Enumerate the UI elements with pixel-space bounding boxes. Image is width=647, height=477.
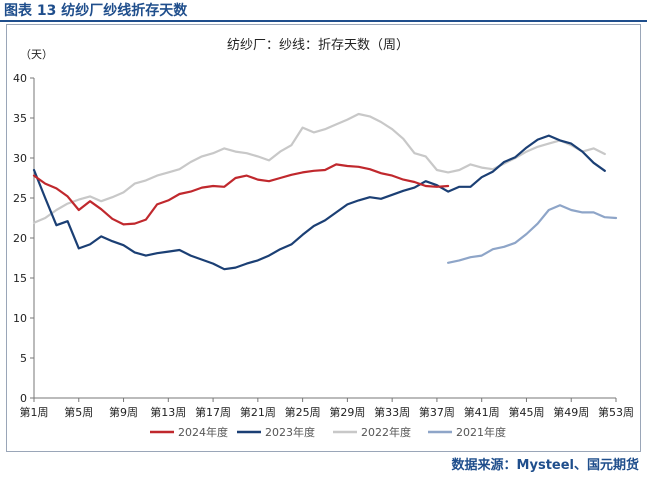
x-tick-label: 第33周 xyxy=(374,405,410,419)
x-tick-group: 第1周 第5周 第9周 第13周 第17周 第21周 第25周 第29周 第33周 第37周 第41… xyxy=(20,398,634,419)
y-tick-label: 20 xyxy=(13,232,27,245)
x-tick-label: 第5周 xyxy=(64,405,93,419)
legend-label: 2022年度 xyxy=(361,425,411,439)
x-tick-label: 第45周 xyxy=(508,405,544,419)
legend-label: 2024年度 xyxy=(178,425,228,439)
chart-title: 纺纱厂：纱线：折存天数（周） xyxy=(227,38,409,53)
x-tick-label: 第9周 xyxy=(109,405,138,419)
legend-label: 2021年度 xyxy=(456,425,506,439)
y-tick-label: 40 xyxy=(13,72,27,85)
series-line-2023年度 xyxy=(32,134,606,271)
x-tick-label: 第41周 xyxy=(464,405,500,419)
source-note: 数据来源：Mysteel、国元期货 xyxy=(451,458,639,473)
y-tick-label: 25 xyxy=(13,192,27,205)
title-rule xyxy=(0,20,647,22)
x-tick-label: 第49周 xyxy=(553,405,589,419)
x-tick-label: 第29周 xyxy=(329,405,365,419)
x-tick-label: 第53周 xyxy=(598,405,634,419)
series-line-2024年度 xyxy=(32,163,450,226)
y-tick-label: 10 xyxy=(13,312,27,325)
y-axis-label: （天） xyxy=(20,48,53,61)
chart-frame xyxy=(6,24,641,452)
x-tick-label: 第25周 xyxy=(285,405,321,419)
series-group xyxy=(32,112,618,271)
y-tick-label: 5 xyxy=(20,352,27,365)
y-tick-label: 15 xyxy=(13,272,27,285)
y-tick-label: 30 xyxy=(13,152,27,165)
y-tick-label: 35 xyxy=(13,112,27,125)
x-tick-label: 第17周 xyxy=(195,405,231,419)
x-tick-label: 第21周 xyxy=(240,405,276,419)
figure-title: 图表 13 纺纱厂纱线折存天数 xyxy=(4,3,188,19)
y-tick-group: 0 5 10 15 20 25 30 35 40 xyxy=(13,72,34,405)
legend: 2024年度 2023年度 2022年度 2021年度 xyxy=(150,425,506,439)
y-tick-label: 0 xyxy=(20,392,27,405)
x-tick-label: 第13周 xyxy=(150,405,186,419)
legend-label: 2023年度 xyxy=(265,425,315,439)
x-tick-label: 第1周 xyxy=(20,405,49,419)
series-line-2022年度 xyxy=(32,112,606,224)
x-tick-label: 第37周 xyxy=(419,405,455,419)
series-line-2021年度 xyxy=(447,204,618,264)
